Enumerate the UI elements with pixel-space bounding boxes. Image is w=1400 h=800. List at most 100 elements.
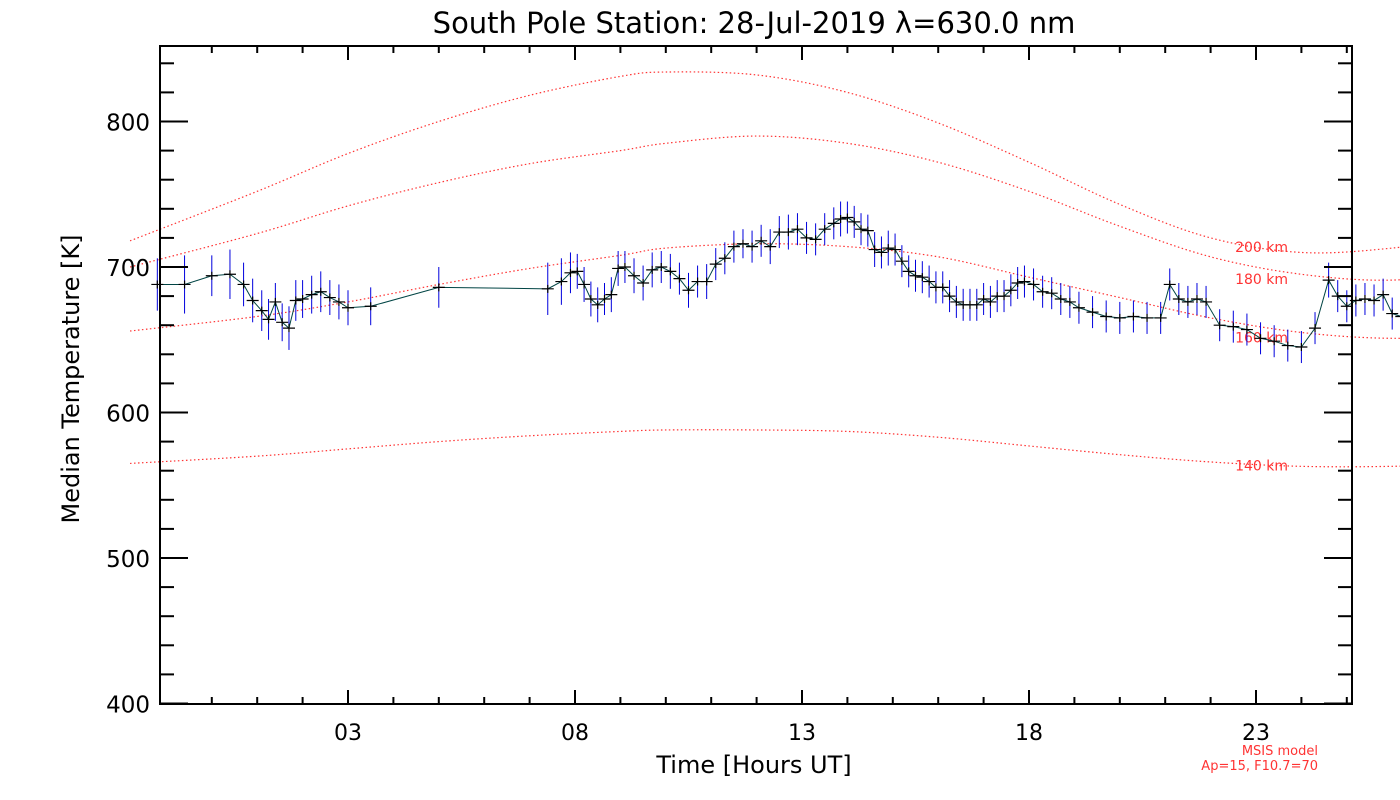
data-point [868,245,881,254]
data-point [1240,325,1253,334]
plot-axes: 03 08 13 18 23 400 500 600 700 800 [106,45,1353,746]
data-point [889,245,902,254]
msis-params-note: Ap=15, F10.7=70 [1201,759,1318,774]
data-point [746,242,759,251]
data-point [151,280,164,289]
data-point [305,290,318,299]
y-tick-label: 800 [106,111,150,137]
data-point [882,244,895,253]
data-point [646,265,659,274]
data-point [709,260,722,269]
data-point [1358,295,1371,304]
data-point [1004,286,1017,295]
data-point [791,225,804,234]
data-point [655,263,668,271]
data-point [923,277,936,286]
y-tick-label: 400 [106,693,150,719]
data-point [541,284,554,293]
data-point [998,292,1011,301]
data-point [1045,289,1058,298]
data-point [555,277,568,286]
data-point [564,268,577,277]
data-point [432,283,445,292]
data-point [1054,295,1067,304]
x-tick-label: 08 [561,721,589,746]
data-point [1395,315,1400,318]
data-point [598,295,611,304]
data-point [1295,343,1308,352]
data-point [809,235,822,244]
data-point [718,254,731,263]
data-point [269,297,282,306]
data-point [895,257,908,266]
data-point [1154,313,1167,322]
data-point [1322,276,1335,285]
data-point [262,315,275,324]
data-point [1268,337,1281,346]
data-point [984,297,997,306]
data-point [909,271,922,280]
data-point [246,296,259,305]
model-curve-label: 140 km [1235,458,1288,474]
data-point [736,239,749,248]
x-tick-label: 18 [1015,721,1043,746]
data-point [1100,312,1113,321]
data-point [943,292,956,301]
data-point [834,214,847,223]
data-point [571,267,584,276]
data-point [1213,321,1226,330]
data-point [875,248,888,257]
data-point [314,287,327,296]
data-point [578,280,591,289]
data-point [364,302,377,311]
data-point [342,303,354,312]
data-point [584,295,597,304]
data-point [628,271,641,280]
data-point [1200,297,1213,306]
data-point [800,233,813,242]
series-line [157,216,1400,348]
data-point [1063,297,1076,306]
data-point [1036,287,1049,296]
data-point [223,270,236,279]
data-point [916,273,929,282]
data-point [591,300,604,309]
data-point [700,277,713,286]
data-point [618,263,631,271]
data-point [205,271,218,280]
data-point [1254,334,1267,343]
data-point [332,297,345,306]
model-curve-200km [129,71,1400,254]
x-tick-label: 23 [1242,721,1270,746]
data-point [1377,290,1390,299]
model-curve-140km [130,429,1400,468]
data-point [818,225,831,234]
data-point [289,296,302,305]
data-point [323,293,336,302]
data-point [727,242,740,251]
data-point [755,236,768,245]
chart-title: South Pole Station: 28-Jul-2019 λ=630.0 … [433,6,1076,40]
data-point [1163,280,1176,289]
data-point [664,267,677,276]
data-point [848,217,861,226]
x-axis-label: Time [Hours UT] [655,751,851,779]
data-point [1027,280,1040,289]
data-point [255,306,268,315]
model-curve-180km [129,135,1400,281]
data-point [237,280,250,289]
data-point [296,295,309,304]
data-point [1018,277,1031,286]
data-point [1113,313,1126,322]
data-point [1227,322,1240,331]
x-tick-label: 03 [334,721,362,746]
data-point [282,324,295,333]
data-point [612,264,625,273]
data-point [673,274,686,283]
plot-frame [159,45,1353,705]
data-point [682,286,695,295]
y-axis-label: Median Temperature [K] [57,234,85,523]
x-tick-label: 13 [788,721,816,746]
